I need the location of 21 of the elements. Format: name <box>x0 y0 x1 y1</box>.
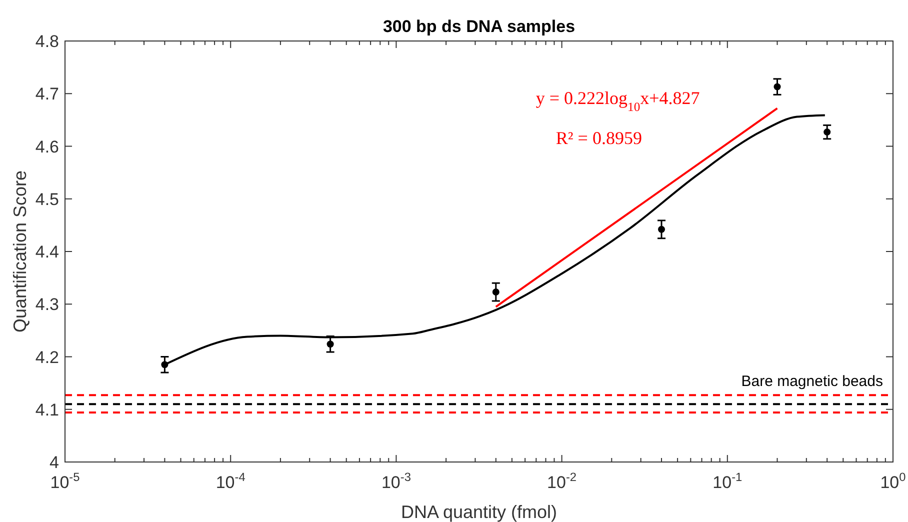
x-axis-title: DNA quantity (fmol) <box>400 502 558 522</box>
y-tick-label: 4.4 <box>35 242 59 262</box>
x-tick-label: 10$^{-4}$ <box>216 470 246 492</box>
x-tick-label: 10$^{-2}$ <box>547 470 577 492</box>
x-tick-label: 10$^{0}$ <box>880 470 906 492</box>
y-tick-label: 4.6 <box>35 137 59 156</box>
y-tick-label: 4.8 <box>35 32 59 51</box>
x-tick-label: 10$^{-1}$ <box>712 470 743 492</box>
y-tick-label: 4.2 <box>35 348 59 367</box>
annotation: y = 0.222log$_{10}$x+4.827 <box>536 88 700 114</box>
ref-line-label: Bare magnetic beads <box>741 373 883 390</box>
y-axis-title: Quantification Score <box>10 170 30 333</box>
chart-title: 300 bp ds DNA samples <box>382 17 576 36</box>
annotation: R² = 0.8959 <box>556 128 642 148</box>
x-tick-label: 10$^{-3}$ <box>381 470 412 492</box>
x-tick-label: 10$^{-5}$ <box>50 470 80 492</box>
y-tick-label: 4 <box>50 453 59 472</box>
y-tick-label: 4.5 <box>35 190 59 209</box>
y-tick-label: 4.7 <box>35 84 59 104</box>
y-tick-label: 4.3 <box>35 295 59 314</box>
y-tick-label: 4.1 <box>35 400 59 420</box>
